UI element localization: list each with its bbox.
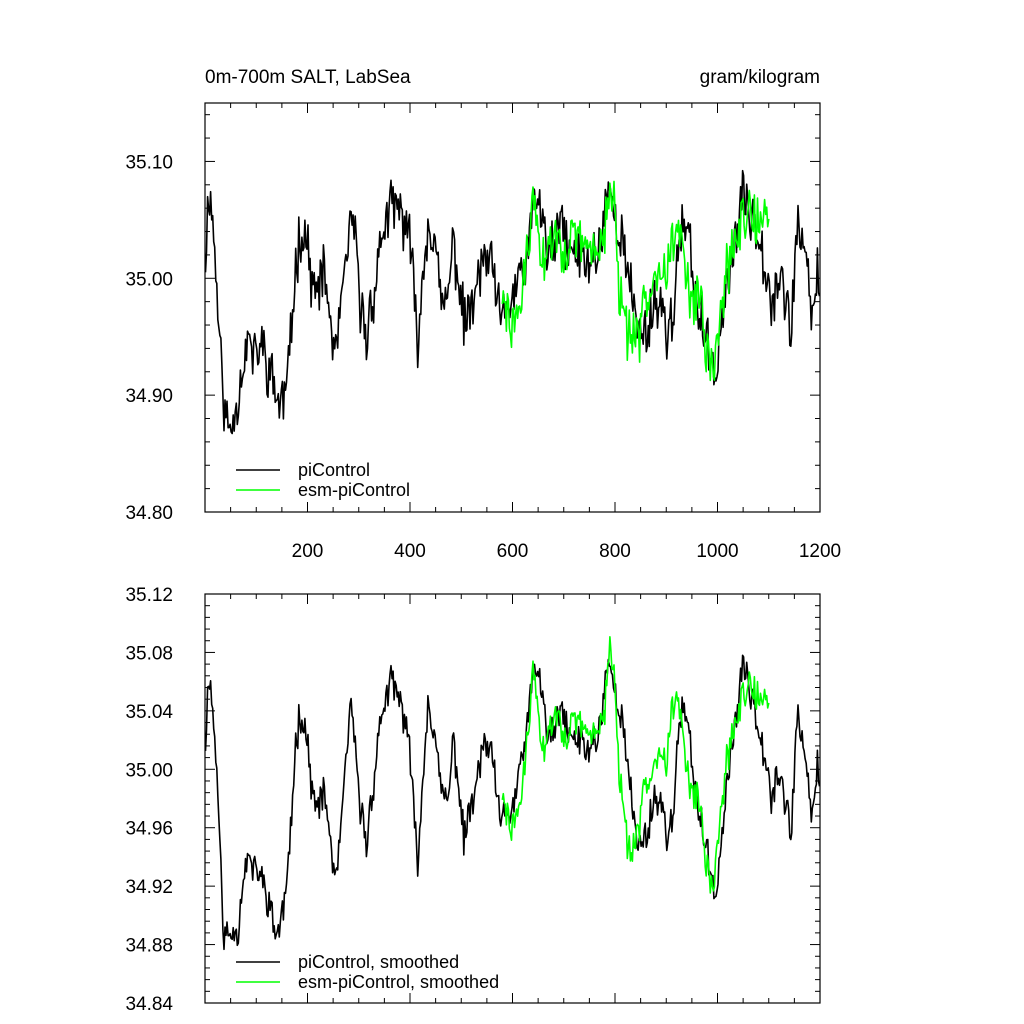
legend-label: esm-piControl <box>298 480 410 500</box>
y-tick-label: 35.04 <box>125 702 173 723</box>
x-tick-label: 200 <box>292 541 324 562</box>
series-line-picontrol <box>205 169 820 435</box>
series-line-picontrol <box>205 654 820 951</box>
series-line-esm-picontrol <box>501 180 770 382</box>
legend-label: piControl, smoothed <box>298 952 459 972</box>
salt-raw-panel: 200 400 600 800 1000 1200 34.80 34.90 35.00 35.10… <box>125 102 841 562</box>
x-tick-label: 600 <box>497 541 529 562</box>
plot-frame <box>204 102 821 513</box>
y-tick-label: 34.84 <box>125 994 173 1015</box>
series-line-esm-picontrol <box>501 636 770 894</box>
x-tick-label: 400 <box>394 541 426 562</box>
figure-title-left: 0m-700m SALT, LabSea <box>205 67 411 88</box>
x-tick-label: 1000 <box>696 541 738 562</box>
legend-label: piControl <box>298 460 370 480</box>
y-tick-label: 34.92 <box>125 877 173 898</box>
y-tick-label: 35.00 <box>125 269 173 290</box>
legend-label: esm-piControl, smoothed <box>298 972 499 992</box>
y-tick-label: 35.10 <box>125 152 173 173</box>
figure-title-right: gram/kilogram <box>700 67 820 88</box>
y-tick-label: 34.96 <box>125 819 173 840</box>
y-tick-label: 35.00 <box>125 760 173 781</box>
salt-smoothed-panel: 34.84 34.88 34.92 34.96 35.00 35.04 35.08 35.12… <box>125 585 821 1015</box>
x-tick-label: 800 <box>599 541 631 562</box>
x-tick-label: 1200 <box>799 541 841 562</box>
y-tick-label: 35.08 <box>125 643 173 664</box>
y-tick-label: 35.12 <box>125 585 173 606</box>
y-tick-label: 34.80 <box>125 503 173 524</box>
y-tick-label: 34.88 <box>125 936 173 957</box>
y-tick-label: 34.90 <box>125 386 173 407</box>
